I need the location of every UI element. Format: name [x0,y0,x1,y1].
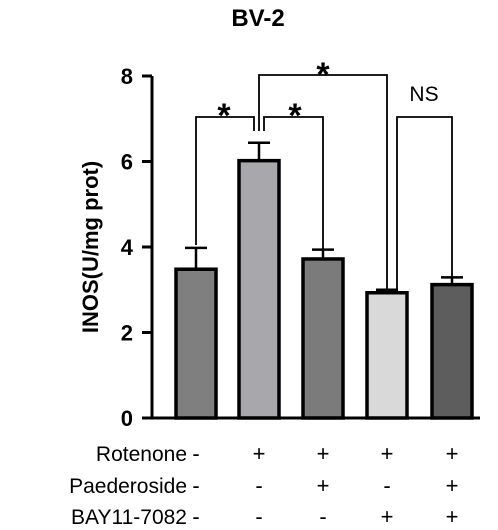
y-tick-label: 0 [121,406,133,431]
y-tick-label: 8 [121,64,133,89]
condition-sign: + [317,473,330,498]
condition-sign: - [192,473,199,498]
condition-sign: + [381,441,394,466]
bar [174,267,218,420]
condition-sign: + [381,504,394,529]
significance-label: * [316,56,330,94]
significance-label: * [217,97,231,135]
bar [365,290,409,420]
bar [237,158,281,420]
condition-sign: + [446,504,459,529]
significance-bracket [263,116,324,249]
condition-label: Paederoside [69,475,187,498]
bar [301,257,345,420]
significance-label: * [288,97,302,135]
condition-sign: + [317,441,330,466]
bar [430,282,474,420]
condition-sign: + [253,441,266,466]
significance-label: NS [409,83,438,106]
condition-label: Rotenone [96,443,187,466]
significance-bracket [396,116,453,292]
y-tick-label: 2 [121,321,133,346]
y-axis-label: INOS(U/mg prot) [78,161,103,333]
condition-sign: + [446,473,459,498]
condition-sign: - [255,473,262,498]
y-tick-label: 4 [121,235,134,260]
condition-sign: - [192,441,199,466]
y-tick-label: 6 [121,150,133,175]
significance-bracket [195,116,255,245]
condition-sign: - [383,473,390,498]
condition-label: BAY11-7082 [71,506,187,529]
condition-sign: - [319,504,326,529]
chart-title: BV-2 [231,5,284,32]
condition-sign: - [255,504,262,529]
condition-sign: + [446,441,459,466]
significance-bracket [258,74,388,292]
condition-sign: - [192,504,199,529]
